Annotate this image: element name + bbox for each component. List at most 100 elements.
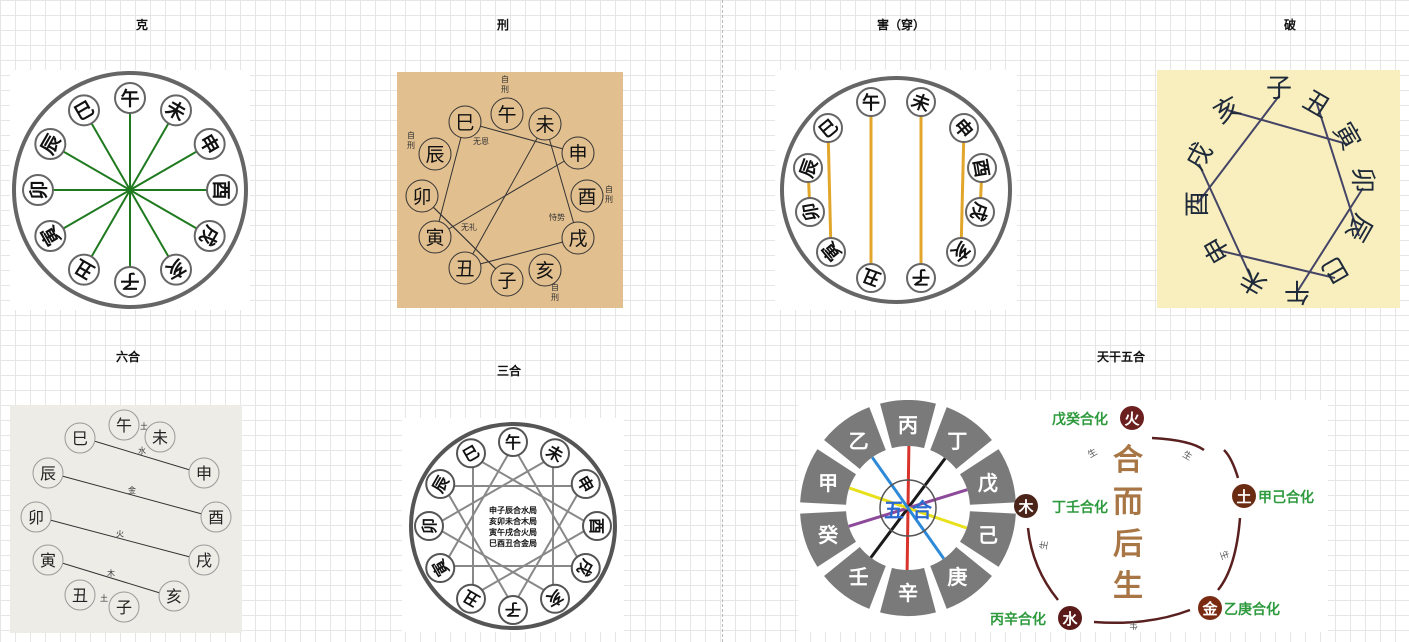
po-line bbox=[1296, 187, 1364, 293]
branch-label: 寅 bbox=[40, 551, 56, 570]
branch-label: 子 bbox=[116, 598, 132, 617]
branch-circle bbox=[570, 469, 601, 499]
branch-circle bbox=[946, 237, 976, 267]
branch-circle bbox=[793, 153, 823, 183]
liuhe-element-label: 木 bbox=[107, 568, 115, 578]
po-line bbox=[1198, 163, 1254, 283]
branch-circle bbox=[193, 128, 226, 160]
sanhe-triangle bbox=[441, 485, 585, 608]
stem-label: 己 bbox=[978, 523, 998, 547]
liuhe-line bbox=[49, 519, 191, 558]
title-sanhe: 三合 bbox=[497, 364, 522, 378]
branch-label: 卯 bbox=[28, 180, 50, 199]
branch-circle bbox=[570, 553, 601, 583]
branch-label: 酉 bbox=[1183, 191, 1213, 217]
branch-circle bbox=[20, 501, 52, 533]
branch-circle bbox=[425, 469, 456, 499]
sanhe-rule-text: 亥卯未合木局 bbox=[489, 516, 537, 526]
title-liuhe: 六合 bbox=[116, 350, 141, 364]
branch-circle bbox=[540, 438, 570, 469]
ke-line bbox=[129, 189, 175, 267]
stem-line bbox=[871, 456, 945, 560]
xing-arrow bbox=[421, 195, 508, 281]
stem-label: 甲 bbox=[818, 471, 838, 495]
ke-line bbox=[85, 113, 131, 191]
branch-circle bbox=[795, 197, 825, 227]
po-bg bbox=[1157, 70, 1400, 308]
pair-wugui: 戊癸合化 bbox=[1052, 411, 1108, 428]
branch-circle bbox=[906, 87, 936, 117]
xing-wuen-label: 无恩 bbox=[473, 137, 489, 146]
branch-label: 未 bbox=[535, 114, 554, 136]
branch-label: 午 bbox=[120, 87, 139, 110]
center-divider bbox=[722, 0, 723, 642]
po-line bbox=[1226, 109, 1348, 145]
hai-wheel: 午未申酉戌亥子丑寅卯辰巳 bbox=[780, 76, 1012, 304]
branch-circle bbox=[498, 427, 528, 457]
stem-label: 辛 bbox=[898, 581, 918, 605]
branch-circle bbox=[34, 128, 67, 160]
branch-circle bbox=[108, 409, 140, 441]
branch-circle bbox=[32, 457, 64, 489]
branch-circle bbox=[967, 153, 997, 183]
branch-label: 酉 bbox=[969, 158, 993, 179]
xing-arrow bbox=[464, 237, 579, 269]
branch-label: 丑 bbox=[455, 258, 474, 280]
branch-circle bbox=[108, 591, 140, 623]
outer-ring bbox=[780, 76, 1012, 304]
branch-label: 申 bbox=[568, 143, 587, 165]
branch-label: 午 bbox=[497, 104, 516, 126]
cycle-arrow bbox=[1151, 436, 1205, 452]
outer-ring bbox=[409, 422, 617, 630]
liuhe-line bbox=[61, 475, 203, 515]
ke-diagram: 子丑寅卯辰巳午未申酉戌亥 bbox=[10, 70, 250, 310]
branch-label: 辰 bbox=[40, 464, 56, 483]
earth-badge-label: 土 bbox=[1236, 488, 1251, 506]
liuhe-element-label: 水 bbox=[138, 446, 146, 456]
fire-badge bbox=[1120, 406, 1144, 430]
title-hai: 害（穿） bbox=[877, 18, 926, 32]
sanhe-triangle bbox=[441, 444, 585, 567]
pair-yigeng: 乙庚合化 bbox=[1224, 601, 1280, 618]
branch-circle bbox=[418, 220, 452, 254]
branch-circle bbox=[188, 544, 220, 576]
branch-circle bbox=[965, 197, 995, 227]
branch-label: 卯 bbox=[28, 508, 44, 527]
ke-wheel: 子丑寅卯辰巳午未申酉戌亥 bbox=[12, 71, 248, 309]
pair-bingxin: 丙辛合化 bbox=[990, 611, 1046, 628]
branch-circle bbox=[490, 97, 524, 131]
title-ke: 克 bbox=[136, 18, 149, 32]
branch-label: 午 bbox=[862, 92, 880, 114]
center-label: 合 bbox=[912, 498, 933, 522]
xing-wheel: 午未申酉戌亥子丑寅卯辰巳自刑自刑自刑自刑无恩无礼恃势 bbox=[397, 72, 623, 308]
branch-label: 戌 bbox=[196, 551, 212, 570]
branch-circle bbox=[193, 220, 226, 252]
xing-arrow bbox=[434, 121, 466, 238]
stem-label: 丁 bbox=[947, 429, 967, 453]
branch-circle bbox=[114, 266, 146, 298]
sheng-label: 生 bbox=[1217, 549, 1231, 562]
branch-label: 酉 bbox=[210, 180, 232, 199]
liuhe-element-label: 土 bbox=[140, 421, 148, 431]
stem-label: 庚 bbox=[947, 565, 967, 589]
branch-circle bbox=[561, 136, 595, 170]
xing-arrow bbox=[464, 123, 546, 269]
po-diagram: 子丑寅卯辰巳午未申酉戌亥 bbox=[1157, 70, 1400, 308]
branch-label: 丑 bbox=[72, 586, 88, 605]
branch-circle bbox=[22, 174, 54, 206]
ke-line bbox=[129, 113, 175, 191]
stem-sector bbox=[959, 511, 1016, 567]
stem-sector bbox=[930, 547, 992, 609]
branch-label: 酉 bbox=[587, 518, 606, 534]
branch-label: 寅 bbox=[425, 227, 444, 249]
branch-circle bbox=[160, 253, 192, 286]
xing-self-label: 自 bbox=[407, 130, 415, 140]
stem-sector bbox=[824, 407, 886, 469]
branch-circle bbox=[906, 263, 936, 293]
ke-line bbox=[129, 145, 207, 191]
branch-circle bbox=[188, 457, 220, 489]
xing-diagram: 午未申酉戌亥子丑寅卯辰巳自刑自刑自刑自刑无恩 无礼 恃势 bbox=[397, 72, 623, 308]
branch-circle bbox=[582, 511, 612, 541]
branch-circle bbox=[816, 237, 846, 267]
